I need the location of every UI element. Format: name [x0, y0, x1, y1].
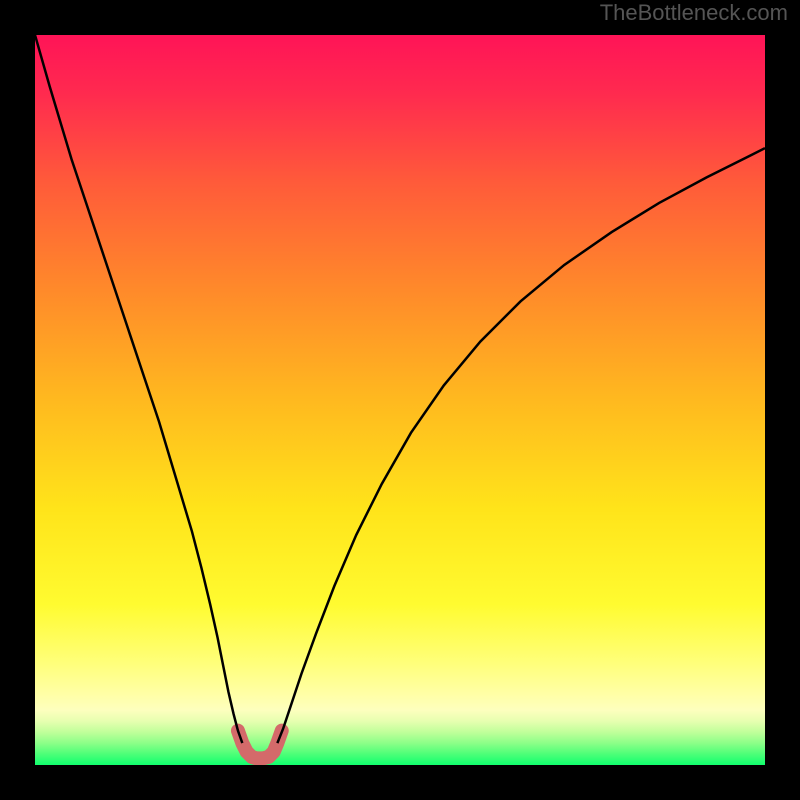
watermark-text: TheBottleneck.com [600, 0, 788, 26]
chart-svg [0, 0, 800, 800]
plot-area [35, 35, 765, 765]
chart-stage: TheBottleneck.com [0, 0, 800, 800]
